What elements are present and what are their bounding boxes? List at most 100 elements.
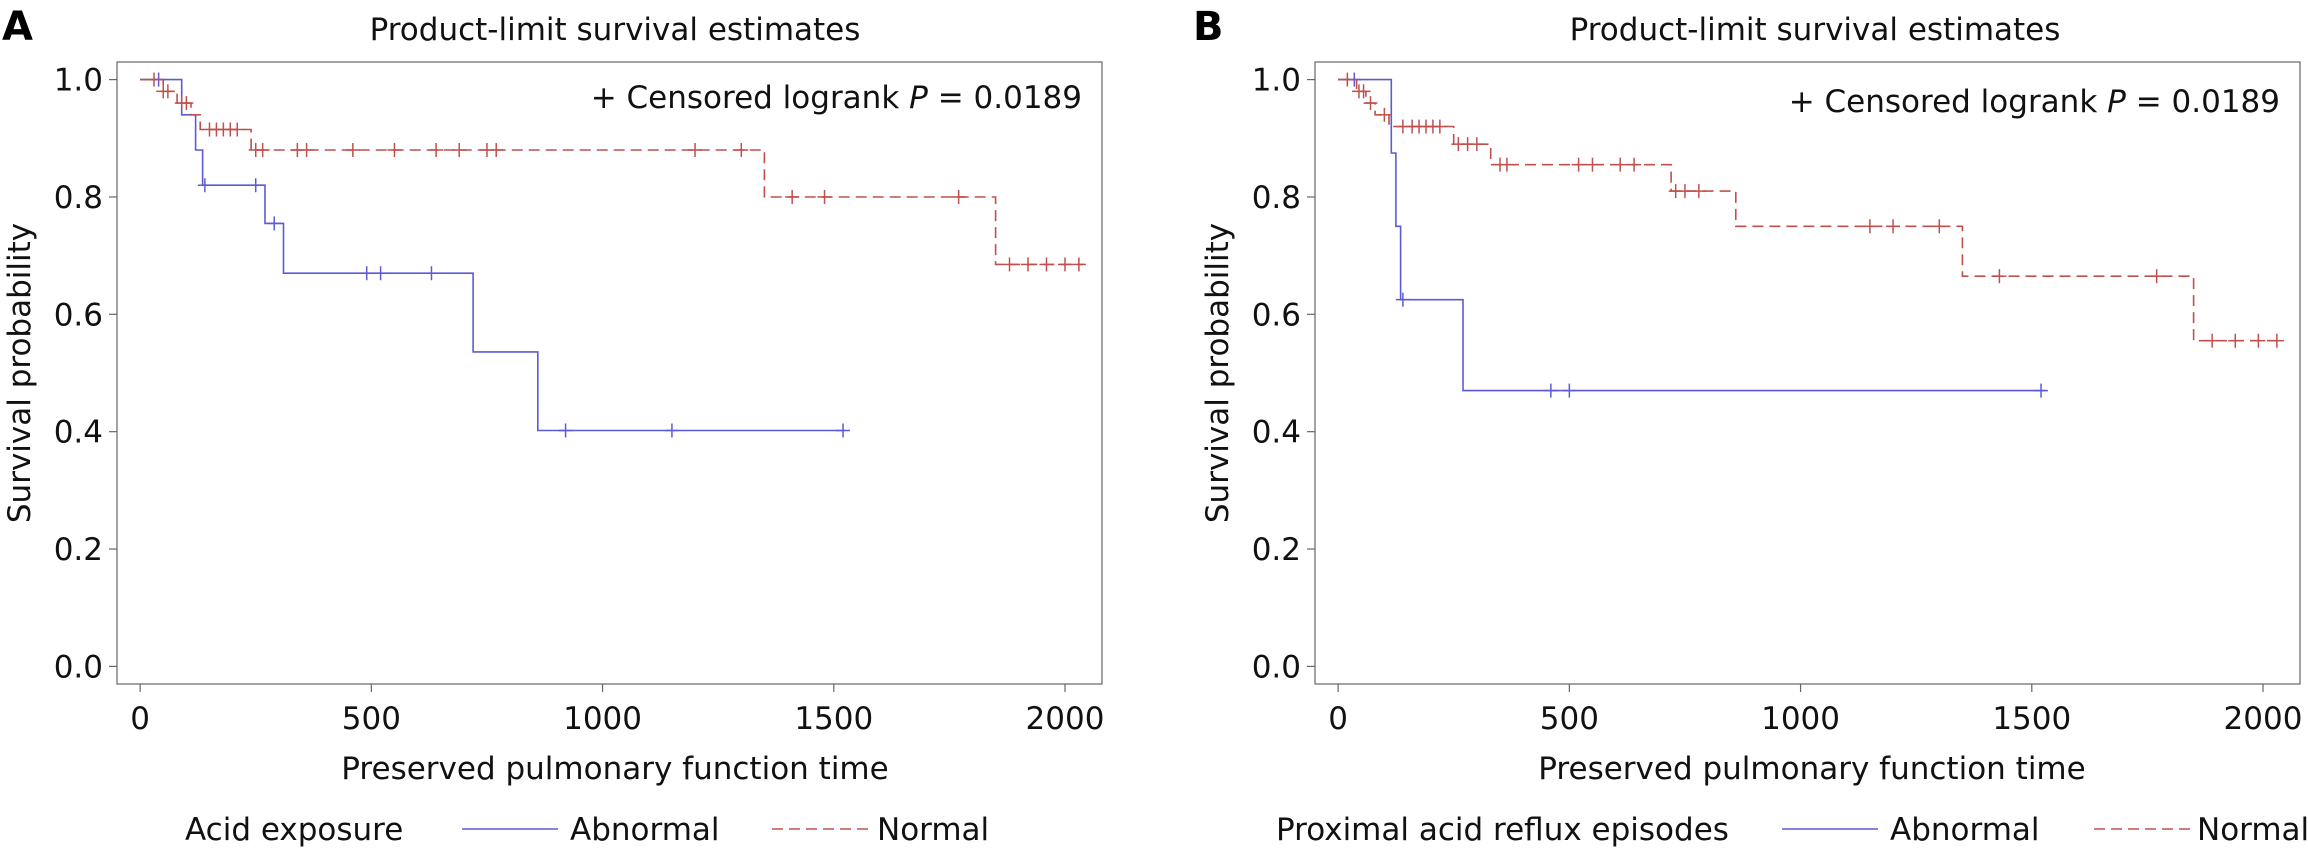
axes-a: 0 500 1000 1500 2000 0.0 0.2 0.4 0.6 0.8 1.0 bbox=[54, 63, 1105, 737]
legend-a: Acid exposure Abnormal Normal bbox=[185, 812, 989, 848]
censor-mark-normal bbox=[1499, 157, 1514, 172]
legend-label-normal-b: Normal bbox=[2197, 812, 2308, 848]
censor-mark-normal bbox=[345, 143, 360, 158]
plot-marks-a bbox=[140, 72, 1086, 438]
censor-mark-normal bbox=[1677, 184, 1692, 199]
censor-mark-abnormal bbox=[373, 266, 388, 281]
censor-mark-normal bbox=[1356, 84, 1371, 99]
y-tick-label: 0.6 bbox=[54, 297, 103, 333]
x-tick-label: 1000 bbox=[1761, 701, 1840, 737]
censor-mark-normal bbox=[452, 143, 467, 158]
x-tick-label: 0 bbox=[130, 701, 150, 737]
censor-mark-normal bbox=[785, 189, 800, 204]
y-tick-label: 0.2 bbox=[1252, 532, 1301, 568]
censor-mark-normal bbox=[2149, 269, 2164, 284]
censor-mark-abnormal bbox=[1562, 383, 1577, 398]
legend-b: Proximal acid reflux episodes Abnormal N… bbox=[1276, 812, 2308, 848]
censor-mark-normal bbox=[255, 143, 270, 158]
censor-mark-normal bbox=[2205, 333, 2220, 348]
chart-title-b: Product-limit survival estimates bbox=[1570, 12, 2061, 48]
censor-mark-normal bbox=[1992, 269, 2007, 284]
censor-mark-normal bbox=[1002, 257, 1017, 272]
censor-mark-abnormal bbox=[1543, 383, 1558, 398]
chart-title-a: Product-limit survival estimates bbox=[370, 12, 861, 48]
censor-mark-normal bbox=[299, 143, 314, 158]
censor-mark-normal bbox=[1886, 219, 1901, 234]
censor-mark-normal bbox=[817, 189, 832, 204]
censor-mark-abnormal bbox=[424, 266, 439, 281]
censor-mark-normal bbox=[146, 72, 161, 87]
panel-b: B Product-limit survival estimates + Cen… bbox=[1193, 4, 2308, 848]
censor-mark-normal bbox=[1039, 257, 1054, 272]
censor-mark-normal bbox=[2269, 333, 2284, 348]
plot-frame-a bbox=[116, 61, 1103, 685]
y-tick-label: 1.0 bbox=[54, 63, 103, 99]
censor-mark-normal bbox=[1377, 107, 1392, 122]
y-tick-label: 0.2 bbox=[54, 532, 103, 568]
censor-mark-normal bbox=[1432, 119, 1447, 134]
x-tick-label: 500 bbox=[1540, 701, 1599, 737]
censor-mark-normal bbox=[230, 122, 245, 137]
x-tick-label: 2000 bbox=[2224, 701, 2303, 737]
censor-mark-abnormal bbox=[558, 423, 573, 438]
annotation-prefix-a: + Censored logrank bbox=[591, 80, 909, 116]
logrank-annotation-b: + Censored logrank P = 0.0189 bbox=[1789, 84, 2280, 120]
y-tick-label: 0.4 bbox=[54, 415, 103, 451]
censor-mark-abnormal bbox=[1395, 292, 1410, 307]
x-axis-label-a: Preserved pulmonary function time bbox=[341, 751, 888, 787]
y-tick-label: 0.8 bbox=[1252, 180, 1301, 216]
legend-label-abnormal-a: Abnormal bbox=[570, 812, 720, 848]
x-tick-label: 2000 bbox=[1026, 701, 1105, 737]
censor-mark-abnormal bbox=[2034, 383, 2049, 398]
x-tick-label: 1000 bbox=[563, 701, 642, 737]
legend-title-a: Acid exposure bbox=[185, 812, 403, 848]
y-tick-label: 0.4 bbox=[1252, 415, 1301, 451]
legend-label-abnormal-b: Abnormal bbox=[1890, 812, 2040, 848]
panel-a: A Product-limit survival estimates + Cen… bbox=[2, 4, 1104, 848]
censor-mark-normal bbox=[951, 189, 966, 204]
censor-mark-normal bbox=[1862, 219, 1877, 234]
censor-mark-normal bbox=[429, 143, 444, 158]
y-axis-label-b: Survival probability bbox=[1200, 223, 1236, 523]
censor-mark-normal bbox=[489, 143, 504, 158]
x-tick-label: 1500 bbox=[1992, 701, 2071, 737]
plot-marks-b bbox=[1338, 72, 2284, 398]
censor-mark-abnormal bbox=[664, 423, 679, 438]
censor-mark-normal bbox=[1613, 157, 1628, 172]
censor-mark-normal bbox=[160, 84, 175, 99]
censor-mark-normal bbox=[1363, 96, 1378, 111]
censor-mark-normal bbox=[1071, 257, 1086, 272]
annotation-p-a: P bbox=[909, 80, 928, 116]
censor-mark-normal bbox=[688, 143, 703, 158]
survival-curve-abnormal bbox=[140, 78, 846, 432]
y-axis-label-a: Survival probability bbox=[2, 223, 38, 523]
censor-mark-normal bbox=[1932, 219, 1947, 234]
censor-mark-normal bbox=[734, 143, 749, 158]
legend-label-normal-a: Normal bbox=[877, 812, 989, 848]
plot-frame-b bbox=[1314, 61, 2301, 685]
logrank-annotation-a: + Censored logrank P = 0.0189 bbox=[591, 80, 1082, 116]
annotation-suffix-a: = 0.0189 bbox=[928, 80, 1082, 116]
x-tick-label: 1500 bbox=[794, 701, 873, 737]
panel-letter-b: B bbox=[1193, 4, 1224, 50]
panel-letter-a: A bbox=[2, 4, 33, 50]
censor-mark-abnormal bbox=[197, 178, 212, 193]
censor-mark-normal bbox=[1469, 137, 1484, 152]
censor-mark-normal bbox=[1691, 184, 1706, 199]
censor-mark-normal bbox=[1340, 72, 1355, 87]
censor-mark-normal bbox=[1058, 257, 1073, 272]
annotation-suffix-b: = 0.0189 bbox=[2126, 84, 2280, 120]
y-tick-label: 0.0 bbox=[1252, 649, 1301, 685]
x-tick-label: 500 bbox=[342, 701, 401, 737]
axes-b: 0 500 1000 1500 2000 0.0 0.2 0.4 0.6 0.8 1.0 bbox=[1252, 63, 2303, 737]
annotation-prefix-b: + Censored logrank bbox=[1789, 84, 2107, 120]
survival-curve-abnormal bbox=[1338, 78, 2046, 392]
censor-mark-normal bbox=[1571, 157, 1586, 172]
censor-mark-normal bbox=[387, 143, 402, 158]
y-tick-label: 0.8 bbox=[54, 180, 103, 216]
legend-title-b: Proximal acid reflux episodes bbox=[1276, 812, 1729, 848]
y-tick-label: 0.0 bbox=[54, 649, 103, 685]
x-axis-label-b: Preserved pulmonary function time bbox=[1538, 751, 2085, 787]
censor-mark-normal bbox=[2228, 333, 2243, 348]
